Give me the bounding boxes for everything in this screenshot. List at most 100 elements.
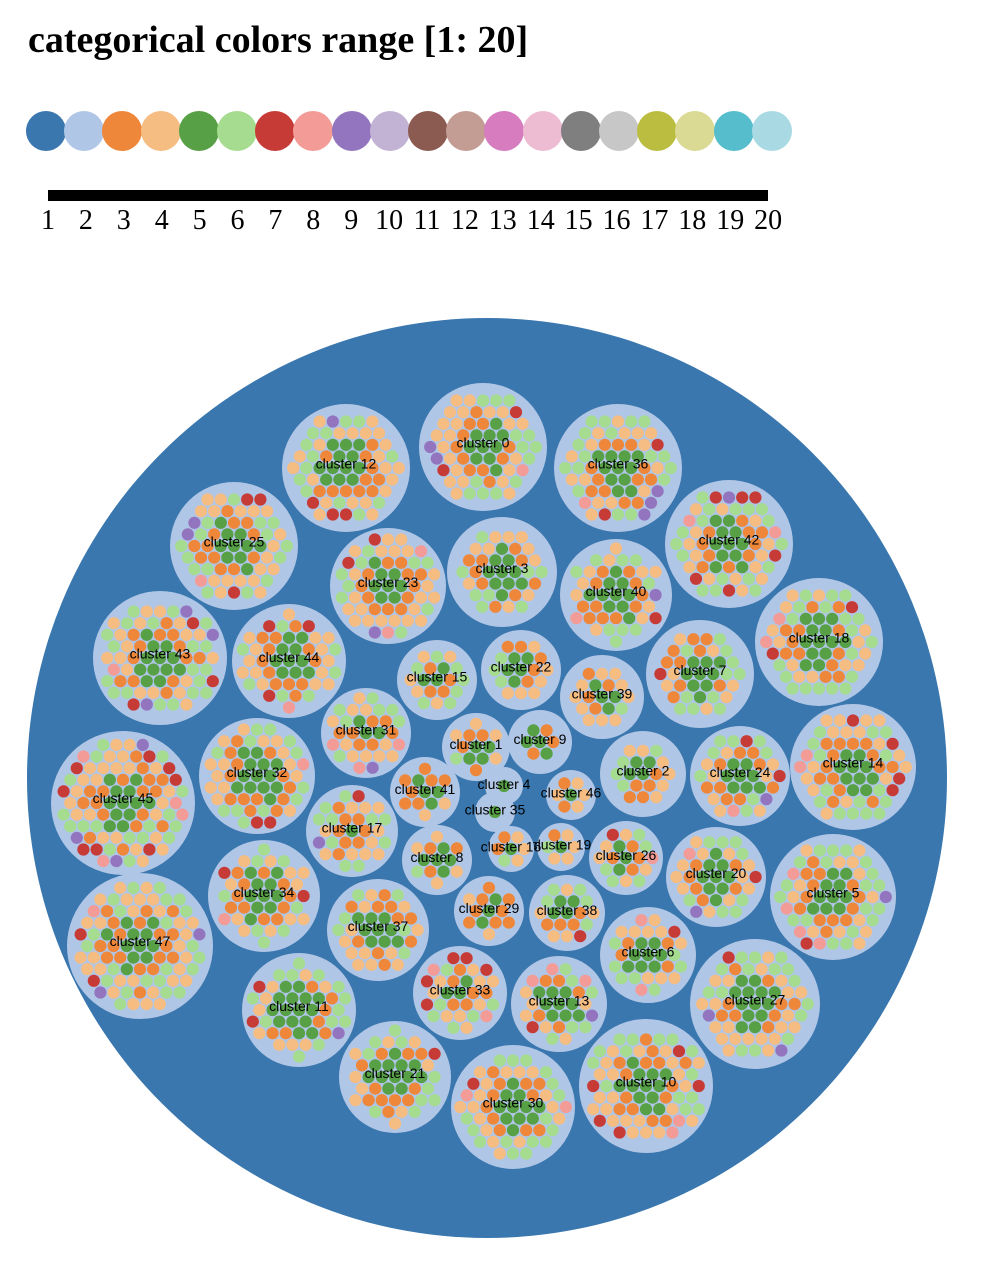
leaf-node [820, 784, 833, 797]
leaf-node [489, 554, 502, 567]
leaf-node [169, 773, 182, 786]
leaf-node [611, 461, 625, 475]
leaf-node [355, 1059, 369, 1072]
leaf-node [237, 816, 250, 829]
leaf-node [571, 777, 584, 790]
leaf-node [755, 503, 769, 516]
leaf-node [635, 914, 648, 927]
leaf-node [786, 612, 799, 625]
color-swatch [178, 111, 219, 151]
leaf-node [180, 651, 193, 665]
leaf-node [793, 925, 807, 938]
leaf-node [378, 889, 391, 902]
leaf-node [277, 746, 290, 759]
leaf-node [749, 584, 762, 597]
leaf-node [77, 796, 90, 810]
leaf-node [488, 805, 502, 819]
leaf-node [807, 737, 820, 750]
leaf-node [440, 963, 453, 976]
leaf-node [81, 916, 94, 929]
leaf-node [707, 644, 720, 657]
leaf-node [493, 1077, 506, 1090]
leaf-node [208, 505, 221, 518]
leaf-node [241, 493, 254, 506]
leaf-node [833, 902, 846, 915]
leaf-node [713, 702, 726, 715]
leaf-node [605, 427, 618, 440]
leaf-node [257, 913, 271, 926]
leaf-node [254, 586, 267, 599]
leaf-node [149, 808, 163, 821]
leaf-node [332, 923, 345, 937]
leaf-node [476, 394, 490, 407]
leaf-node [120, 939, 133, 953]
leaf-node [696, 870, 709, 884]
leaf-node [500, 1112, 513, 1125]
leaf-node [457, 673, 470, 687]
leaf-node [120, 963, 133, 976]
leaf-node [638, 438, 651, 451]
leaf-node [609, 542, 623, 555]
leaf-node [362, 545, 375, 558]
leaf-node [320, 450, 333, 463]
leaf-node [679, 1103, 692, 1116]
leaf-node [362, 1070, 375, 1084]
leaf-node [346, 473, 359, 486]
leaf-node [658, 450, 671, 463]
leaf-node [332, 1027, 345, 1040]
leaf-node [709, 584, 722, 597]
leaf-node [379, 715, 392, 728]
leaf-node [368, 626, 381, 639]
leaf-node [381, 603, 395, 616]
leaf-node [729, 1009, 742, 1022]
leaf-node [775, 1021, 788, 1034]
leaf-node [369, 1059, 382, 1072]
leaf-node [587, 1103, 600, 1116]
leaf-node [687, 633, 700, 646]
leaf-node [463, 464, 476, 477]
leaf-node [186, 916, 199, 929]
leaf-node [399, 774, 412, 787]
leaf-node [257, 758, 270, 771]
leaf-node [365, 912, 378, 925]
leaf-node [592, 496, 605, 509]
leaf-node [800, 937, 813, 950]
leaf-node [87, 951, 100, 964]
leaf-node [234, 505, 247, 518]
leaf-node [346, 703, 359, 716]
leaf-node [644, 450, 658, 463]
leaf-node [322, 654, 335, 668]
leaf-node [820, 807, 833, 820]
leaf-node [649, 588, 662, 602]
leaf-node [127, 698, 140, 711]
leaf-node [418, 785, 432, 799]
leaf-node [807, 856, 820, 869]
leaf-node [589, 702, 602, 715]
leaf-node [114, 905, 127, 918]
leaf-node [257, 866, 271, 879]
leaf-node [775, 997, 788, 1011]
leaf-node [659, 1068, 672, 1081]
leaf-node [700, 781, 714, 794]
leaf-node [467, 1124, 480, 1137]
leaf-node [368, 556, 381, 569]
leaf-node [873, 714, 886, 727]
leaf-node [560, 930, 574, 943]
leaf-node [408, 1059, 421, 1072]
leaf-node [402, 1094, 415, 1107]
leaf-node [234, 551, 247, 564]
cluster-label: cluster 46 [541, 784, 602, 800]
leaf-node [206, 651, 219, 665]
leaf-node [160, 640, 173, 653]
leaf-node [140, 998, 153, 1011]
leaf-node [493, 1054, 506, 1067]
leaf-node [123, 831, 136, 844]
leaf-node [603, 600, 616, 613]
leaf-node [169, 796, 182, 810]
leaf-node [349, 1070, 362, 1084]
leaf-node [580, 895, 593, 908]
leaf-node [490, 417, 503, 430]
leaf-node [107, 986, 120, 999]
leaf-node [807, 925, 820, 938]
leaf-node [646, 1068, 659, 1081]
